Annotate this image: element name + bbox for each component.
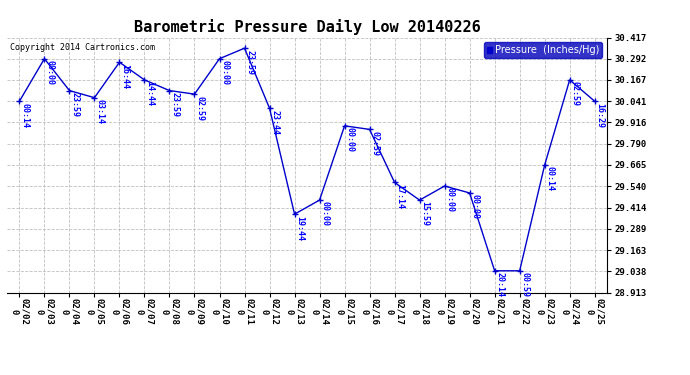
Text: 00:14: 00:14: [21, 103, 30, 128]
Text: 02:59: 02:59: [195, 96, 204, 120]
Text: 00:14: 00:14: [546, 166, 555, 191]
Text: 14:44: 14:44: [146, 81, 155, 106]
Legend: Pressure  (Inches/Hg): Pressure (Inches/Hg): [484, 42, 602, 58]
Text: 00:00: 00:00: [471, 194, 480, 219]
Text: 17:14: 17:14: [395, 184, 404, 209]
Text: 20:14: 20:14: [495, 272, 504, 297]
Text: 00:00: 00:00: [46, 60, 55, 85]
Text: 02:59: 02:59: [571, 81, 580, 106]
Text: 15:59: 15:59: [421, 201, 430, 226]
Text: 02:59: 02:59: [371, 131, 380, 156]
Text: 16:29: 16:29: [595, 103, 604, 128]
Text: 23:59: 23:59: [70, 92, 79, 117]
Text: 00:00: 00:00: [446, 188, 455, 212]
Text: Copyright 2014 Cartronics.com: Copyright 2014 Cartronics.com: [10, 43, 155, 52]
Text: 16:44: 16:44: [121, 64, 130, 88]
Text: 00:00: 00:00: [321, 201, 330, 226]
Text: 23:59: 23:59: [170, 92, 179, 117]
Text: 00:00: 00:00: [346, 127, 355, 152]
Text: 19:44: 19:44: [295, 216, 304, 240]
Title: Barometric Pressure Daily Low 20140226: Barometric Pressure Daily Low 20140226: [134, 19, 480, 35]
Text: 00:59: 00:59: [521, 272, 530, 297]
Text: 23:59: 23:59: [246, 50, 255, 75]
Text: 03:14: 03:14: [95, 99, 104, 124]
Text: 00:00: 00:00: [221, 60, 230, 85]
Text: 23:44: 23:44: [270, 110, 279, 135]
